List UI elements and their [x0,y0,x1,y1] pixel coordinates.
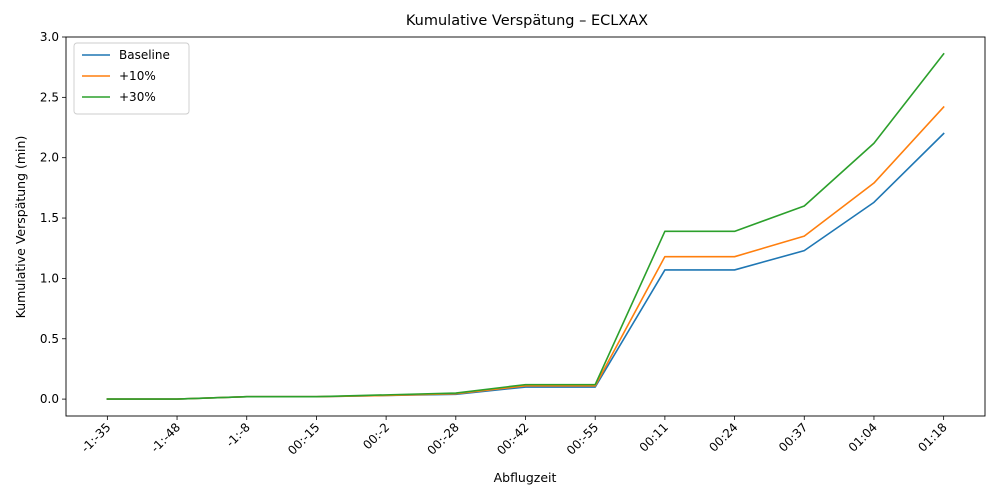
series-line-0 [106,132,945,400]
y-tick-label: 2.5 [40,90,59,104]
x-tick-label: -1:-35 [78,420,113,455]
x-tick-label: 00:-15 [285,420,322,457]
x-axis-label: Abflugzeit [494,470,557,485]
legend-label: +10% [119,69,156,83]
x-tick-label: 00:-2 [360,420,392,452]
legend: Baseline +10% +30% [73,42,190,115]
x-tick-label: 00:37 [776,420,810,454]
y-tick-label: 1.0 [40,271,59,285]
chart-title: Kumulative Verspätung – ECLXAX [406,13,648,29]
x-tick-label: -1:-48 [148,420,183,455]
series-line-2 [106,52,945,400]
x-tick-label: 00:24 [706,420,740,454]
x-tick-label: 01:04 [846,420,880,454]
legend-label: +30% [119,90,156,104]
x-tick-label: 00:-28 [425,420,462,457]
x-tick-label: 00:11 [637,420,671,454]
y-tick-label: 1.5 [40,211,59,225]
y-axis-label: Kumulative Verspätung (min) [13,136,28,319]
x-tick-label: 01:18 [915,420,949,454]
y-tick-label: 0.0 [40,392,59,406]
axes-frame [65,36,986,417]
y-tick-label: 2.0 [40,151,59,165]
legend-label: Baseline [119,48,170,62]
y-tick-label: 0.5 [40,332,59,346]
x-tick-label: -1:-8 [223,420,253,450]
x-tick-label: 00:-55 [564,420,601,457]
x-tick-label: 00:-42 [494,420,531,457]
y-tick-label: 3.0 [40,30,59,44]
series-line-1 [106,105,945,400]
